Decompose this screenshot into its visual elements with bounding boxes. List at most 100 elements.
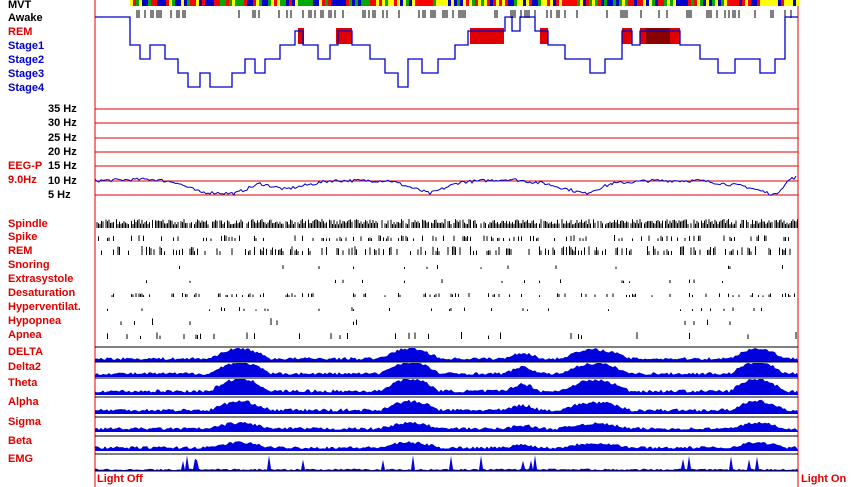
mvt-segment [361,0,364,6]
mvt-segment [538,0,541,6]
mvt-segment [310,0,313,6]
mvt-segment [775,0,778,6]
mvt-segment [481,0,484,6]
mvt-segment [280,0,283,6]
mvt-segment [295,0,298,6]
mvt-segment [136,0,139,6]
mvt-segment [133,0,136,6]
event-label-hypopnea: Hypopnea [8,315,62,327]
mvt-segment [412,0,415,6]
band-power-area [95,441,798,451]
mvt-segment [640,0,643,6]
eeg-tick-label-10: 10 Hz [48,175,77,187]
band-label-delta2: Delta2 [8,361,42,373]
mvt-segment [607,0,610,6]
mvt-segment [385,0,388,6]
mvt-segment [145,0,148,6]
mvt-segment [253,0,256,6]
mvt-segment [595,0,598,6]
event-label-snoring: Snoring [8,259,50,271]
stage-label-rem: REM [8,26,33,38]
mvt-segment [346,0,349,6]
band-label-emg: EMG [8,453,34,465]
mvt-segment [727,0,730,6]
mvt-segment [175,0,178,6]
mvt-segment [274,0,277,6]
mvt-segment [487,0,490,6]
mvt-segment [373,0,376,6]
mvt-segment [448,0,451,6]
mvt-segment [301,0,304,6]
mvt-segment [349,0,352,6]
stage-label-mvt: MVT [8,0,32,11]
mvt-segment [256,0,259,6]
band-power-area [95,421,798,432]
mvt-segment [511,0,514,6]
stage-label-stage3: Stage3 [8,68,45,80]
mvt-segment [160,0,163,6]
mvt-segment [292,0,295,6]
mvt-segment [391,0,394,6]
mvt-segment [691,0,694,6]
mvt-segment [658,0,661,6]
mvt-segment [547,0,550,6]
mvt-segment [586,0,589,6]
mvt-segment [223,0,226,6]
mvt-segment [580,0,583,6]
mvt-segment [598,0,601,6]
rem-block [540,28,548,44]
mvt-segment [664,0,667,6]
mvt-segment [364,0,367,6]
mvt-segment [478,0,481,6]
mvt-segment [139,0,142,6]
mvt-segment [259,0,262,6]
mvt-segment [190,0,193,6]
mvt-segment [328,0,331,6]
mvt-segment [388,0,391,6]
mvt-segment [214,0,217,6]
mvt-segment [436,0,439,6]
mvt-segment [262,0,265,6]
mvt-segment [232,0,235,6]
mvt-segment [568,0,571,6]
mvt-segment [763,0,766,6]
mvt-segment [610,0,613,6]
mvt-segment [550,0,553,6]
mvt-segment [202,0,205,6]
mvt-segment [424,0,427,6]
mvt-segment [778,0,781,6]
mvt-segment [505,0,508,6]
mvt-segment [142,0,145,6]
mvt-segment [736,0,739,6]
mvt-segment [751,0,754,6]
mvt-segment [379,0,382,6]
mvt-segment [226,0,229,6]
mvt-segment [445,0,448,6]
mvt-segment [331,0,334,6]
mvt-segment [400,0,403,6]
eeg-peak-label: EEG-P [8,160,43,172]
event-label-spike: Spike [8,231,38,243]
eeg-peak-line [94,175,797,197]
band-power-area [95,363,798,377]
mvt-segment [316,0,319,6]
mvt-segment [157,0,160,6]
mvt-segment [229,0,232,6]
mvt-segment [451,0,454,6]
mvt-segment [760,0,763,6]
mvt-segment [616,0,619,6]
mvt-segment [721,0,724,6]
mvt-segment [340,0,343,6]
mvt-segment [754,0,757,6]
mvt-segment [394,0,397,6]
mvt-segment [319,0,322,6]
mvt-segment [520,0,523,6]
mvt-segment [502,0,505,6]
mvt-segment [604,0,607,6]
mvt-segment [541,0,544,6]
mvt-segment [415,0,418,6]
mvt-segment [241,0,244,6]
mvt-segment [712,0,715,6]
mvt-segment [496,0,499,6]
